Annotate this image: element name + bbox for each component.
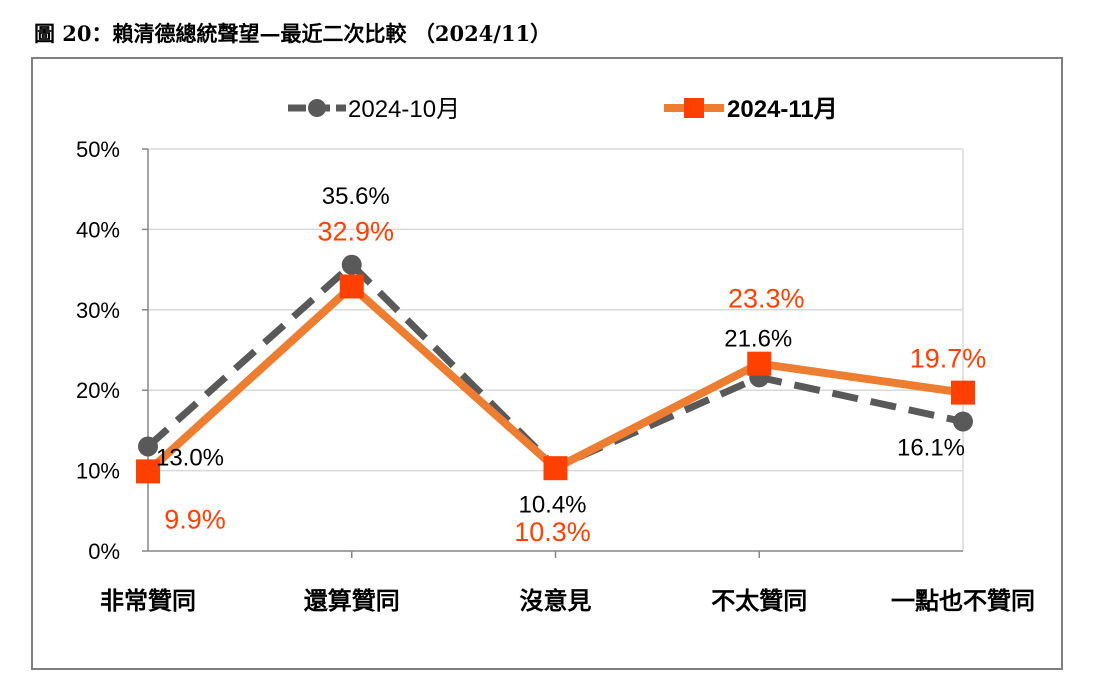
y-tick-label: 30% — [76, 298, 120, 323]
point-2024-11 — [136, 459, 160, 484]
data-label-2024-11: 10.3% — [514, 517, 591, 547]
legend-marker-2024-10 — [308, 99, 326, 117]
x-tick-label: 沒意見 — [520, 587, 592, 615]
y-tick-label: 40% — [76, 217, 120, 242]
legend: 2024-10月 2024-11月 — [288, 96, 838, 123]
point-2024-10 — [138, 436, 158, 457]
y-tick-label: 0% — [88, 539, 120, 564]
series-line-2024-10 — [145, 261, 964, 471]
y-tick-labels: 0% 10% 20% 30% 40% 50% — [76, 137, 120, 564]
y-tick-label: 50% — [76, 137, 120, 162]
x-tick-label: 還算贊同 — [304, 587, 400, 615]
data-label-2024-11: 32.9% — [317, 216, 394, 246]
legend-label-2024-11: 2024-11月 — [727, 96, 838, 123]
data-label-2024-11: 23.3% — [728, 284, 805, 314]
category-labels: 非常贊同 還算贊同 沒意見 不太贊同 一點也不贊同 — [100, 587, 1035, 615]
data-label-2024-10: 13.0% — [156, 444, 224, 471]
legend-marker-2024-11 — [684, 98, 704, 118]
data-label-2024-10: 35.6% — [322, 183, 390, 210]
point-2024-10 — [341, 254, 362, 275]
figure-title: 圖 20：賴清德總統聲望—最近二次比較 （2024/11） — [34, 21, 552, 46]
point-2024-11 — [951, 380, 975, 405]
point-2024-11 — [747, 351, 772, 376]
x-tick-label: 非常贊同 — [100, 587, 196, 615]
y-tick-label: 20% — [76, 378, 120, 403]
data-labels: 13.0% 35.6% 10.4% 21.6% 16.1% 9.9% 32.9% 10.3% 2… — [156, 183, 986, 547]
legend-label-2024-10: 2024-10月 — [348, 96, 460, 123]
point-2024-11 — [339, 274, 364, 299]
series-group — [136, 254, 975, 484]
data-label-2024-11: 9.9% — [164, 504, 226, 534]
x-tick-label: 不太贊同 — [711, 587, 807, 615]
data-label-2024-10: 10.4% — [518, 491, 586, 518]
grid-lines — [148, 148, 964, 551]
x-tick-label: 一點也不贊同 — [891, 587, 1035, 615]
series-line-2024-11 — [145, 282, 964, 475]
chart-frame — [31, 57, 1063, 670]
point-2024-11 — [543, 456, 568, 481]
data-label-2024-10: 16.1% — [897, 435, 965, 462]
data-label-2024-10: 21.6% — [724, 325, 792, 352]
point-2024-10 — [953, 411, 973, 432]
data-label-2024-11: 19.7% — [910, 344, 987, 374]
y-tick-label: 10% — [76, 459, 120, 484]
